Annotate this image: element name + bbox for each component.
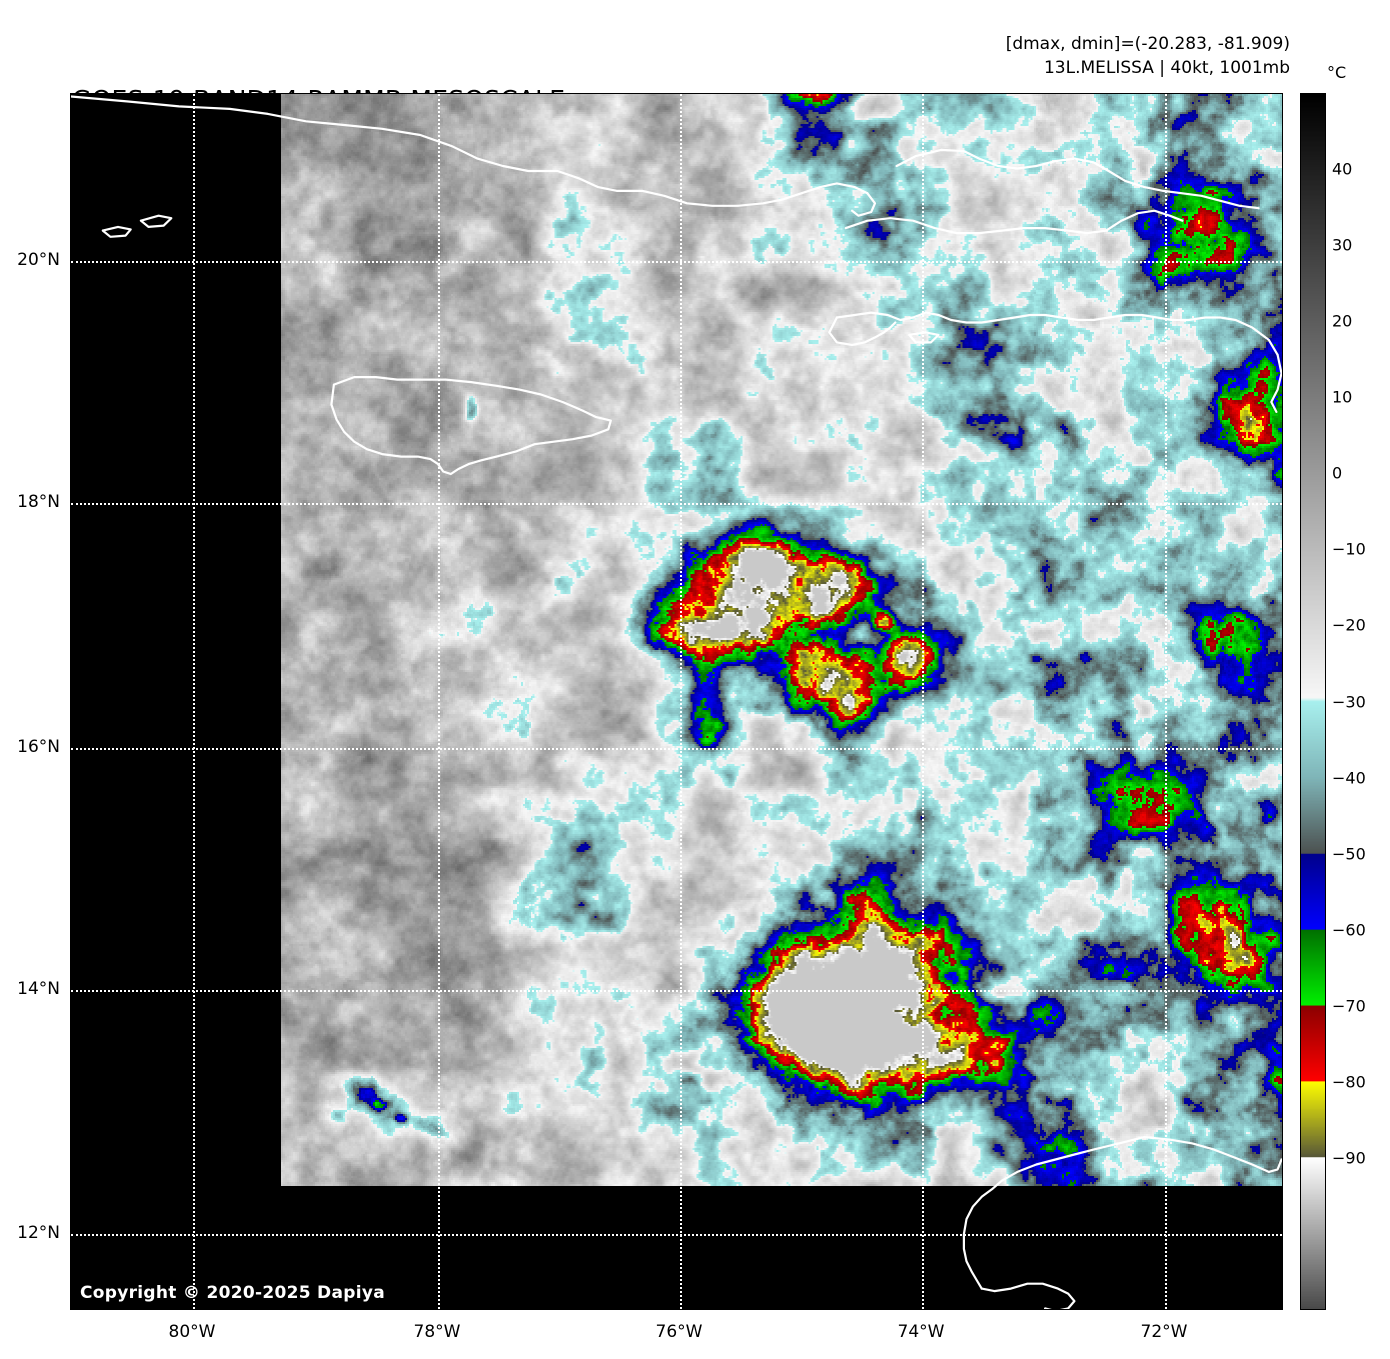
lon-tick-label: 74°W [897, 1322, 945, 1342]
lat-tick-label: 12°N [17, 1223, 60, 1243]
gridline-lon-80 [193, 94, 195, 1309]
satellite-image-plot [70, 93, 1283, 1310]
colorbar-tick-0: 0 [1332, 463, 1343, 483]
colorbar [1300, 93, 1326, 1310]
colorbar-tick--70: −70 [1332, 996, 1366, 1016]
lon-tick-label: 80°W [168, 1322, 216, 1342]
colorbar-tick-40: 40 [1332, 159, 1353, 179]
colorbar-tick--80: −80 [1332, 1072, 1366, 1092]
colorbar-unit-label: °C [1327, 63, 1347, 82]
colorbar-tick-30: 30 [1332, 235, 1353, 255]
storm-info-label: 13L.MELISSA | 40kt, 1001mb [1043, 58, 1290, 78]
lon-tick-label: 78°W [413, 1322, 461, 1342]
coastline-colombia-inner [1044, 1307, 1048, 1309]
colorbar-tick--10: −10 [1332, 539, 1366, 559]
lat-tick-label: 16°N [17, 737, 60, 757]
coastline-colombia-coast2 [980, 1282, 1076, 1309]
coastline-cayman-2 [139, 214, 173, 228]
colorbar-tick--20: −20 [1332, 615, 1366, 635]
metadata-block: [dmax, dmin]=(-20.283, -81.909) 13L.MELI… [1006, 32, 1290, 80]
colorbar-tick-20: 20 [1332, 311, 1353, 331]
satellite-imagery-raster [281, 94, 1282, 1186]
colorbar-tick--30: −30 [1332, 692, 1366, 711]
lon-tick-label: 76°W [655, 1322, 703, 1342]
lat-tick-label: 18°N [17, 492, 60, 512]
colorbar-tick--90: −90 [1332, 1148, 1366, 1168]
colorbar-tick--60: −60 [1332, 920, 1366, 940]
lat-tick-label: 14°N [17, 979, 60, 999]
colorbar-tick-10: 10 [1332, 387, 1353, 407]
lon-tick-label: 72°W [1140, 1322, 1188, 1342]
colorbar-tick--50: −50 [1332, 844, 1366, 864]
dmax-dmin-label: [dmax, dmin]=(-20.283, -81.909) [1005, 34, 1290, 54]
lat-tick-label: 20°N [17, 250, 60, 270]
coastline-cayman-1 [101, 225, 132, 238]
colorbar-tick--40: −40 [1332, 768, 1366, 788]
gridline-lat-12 [71, 1234, 1282, 1236]
copyright-label: Copyright © 2020-2025 Dapiya [80, 1283, 385, 1303]
